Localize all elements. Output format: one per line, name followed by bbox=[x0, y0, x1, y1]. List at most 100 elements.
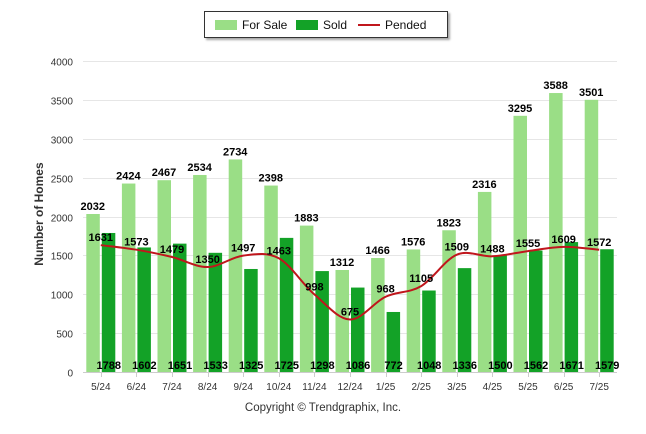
data-label-sold: 1533 bbox=[203, 360, 227, 372]
bar-for-sale bbox=[121, 183, 136, 372]
bar-sold bbox=[244, 268, 258, 372]
bar-for-sale bbox=[477, 191, 492, 372]
bar-sold bbox=[564, 242, 579, 372]
data-label-sold: 1725 bbox=[275, 360, 299, 372]
legend-label-sold: Sold bbox=[323, 18, 348, 32]
y-tick-label: 0 bbox=[67, 369, 73, 380]
data-label-for-sale: 1576 bbox=[401, 236, 425, 248]
bar-sold bbox=[315, 271, 329, 372]
y-tick-label: 500 bbox=[56, 330, 73, 341]
data-label-for-sale: 2316 bbox=[472, 179, 496, 191]
data-label-sold: 1788 bbox=[97, 360, 121, 372]
data-label-sold: 1298 bbox=[310, 360, 334, 372]
data-label-for-sale: 2032 bbox=[81, 201, 105, 213]
bar-for-sale bbox=[584, 99, 599, 373]
legend-label-pended: Pended bbox=[385, 18, 427, 32]
data-label-for-sale: 2734 bbox=[223, 146, 248, 158]
data-label-sold: 1651 bbox=[168, 360, 192, 372]
data-label-for-sale: 2398 bbox=[259, 173, 283, 185]
x-tick-label: 9/24 bbox=[233, 382, 253, 393]
legend-item-sold: Sold bbox=[296, 18, 347, 32]
bar-sold bbox=[422, 290, 436, 372]
legend-swatch-sold bbox=[296, 20, 318, 30]
data-label-pended: 1572 bbox=[587, 237, 611, 249]
x-tick-label: 6/25 bbox=[554, 382, 574, 393]
chart-legend: For Sale Sold Pended bbox=[204, 11, 448, 38]
data-label-pended: 675 bbox=[341, 307, 359, 319]
bar-sold bbox=[493, 255, 507, 372]
bar-sold bbox=[600, 249, 614, 372]
x-tick-label: 1/25 bbox=[376, 382, 396, 393]
y-tick-label: 2000 bbox=[51, 214, 74, 225]
x-tick-label: 5/25 bbox=[518, 382, 538, 393]
data-label-pended: 1609 bbox=[551, 234, 575, 246]
data-label-pended: 1350 bbox=[195, 254, 219, 266]
x-tick-label: 2/25 bbox=[411, 382, 431, 393]
bar-sold bbox=[351, 287, 365, 372]
data-label-for-sale: 2424 bbox=[116, 171, 141, 183]
data-label-sold: 772 bbox=[384, 360, 402, 372]
data-label-sold: 1500 bbox=[488, 360, 512, 372]
data-label-pended: 1105 bbox=[409, 273, 433, 285]
y-tick-label: 2500 bbox=[51, 175, 74, 186]
bar-for-sale bbox=[157, 180, 171, 372]
copyright-credit: Copyright © Trendgraphix, Inc. bbox=[244, 402, 402, 414]
legend-label-for-sale: For Sale bbox=[242, 18, 288, 32]
data-label-for-sale: 2534 bbox=[187, 162, 212, 174]
data-label-for-sale: 1312 bbox=[330, 257, 354, 269]
x-tick-label: 4/25 bbox=[483, 382, 503, 393]
data-label-sold: 1671 bbox=[559, 360, 583, 372]
bar-sold bbox=[386, 311, 401, 372]
bar-sold bbox=[208, 252, 223, 372]
data-label-for-sale: 3501 bbox=[579, 87, 603, 99]
y-tick-label: 3000 bbox=[51, 136, 74, 147]
bar-for-sale bbox=[335, 269, 349, 372]
bar-for-sale bbox=[371, 258, 385, 372]
data-label-pended: 998 bbox=[305, 281, 323, 293]
x-tick-label: 3/25 bbox=[447, 382, 467, 393]
data-label-sold: 1562 bbox=[524, 360, 548, 372]
x-tick-label: 8/24 bbox=[198, 382, 218, 393]
legend-item-pended: Pended bbox=[358, 18, 426, 32]
y-tick-label: 3500 bbox=[51, 97, 74, 108]
data-label-for-sale: 1883 bbox=[294, 213, 318, 225]
y-axis-title: Number of Homes bbox=[32, 162, 46, 266]
data-label-pended: 1631 bbox=[89, 232, 113, 244]
data-label-for-sale: 1466 bbox=[365, 245, 389, 257]
bar-sold bbox=[279, 237, 294, 372]
y-tick-label: 1500 bbox=[51, 252, 74, 263]
x-tick-label: 6/24 bbox=[127, 382, 147, 393]
data-label-pended: 1497 bbox=[231, 243, 255, 255]
data-label-pended: 1463 bbox=[267, 245, 291, 257]
data-label-pended: 1488 bbox=[480, 243, 504, 255]
x-tick-label: 7/25 bbox=[589, 382, 609, 393]
bar-sold bbox=[457, 268, 472, 372]
bar-for-sale bbox=[549, 93, 563, 373]
data-label-for-sale: 1823 bbox=[437, 217, 461, 229]
data-label-sold: 1325 bbox=[239, 360, 263, 372]
data-label-pended: 1555 bbox=[516, 238, 540, 250]
bar-sold bbox=[173, 243, 187, 372]
bar-for-sale bbox=[406, 249, 421, 372]
data-label-sold: 1086 bbox=[346, 360, 370, 372]
bar-for-sale bbox=[299, 225, 314, 372]
bar-for-sale bbox=[228, 159, 243, 372]
data-label-for-sale: 3295 bbox=[508, 103, 532, 115]
data-label-sold: 1048 bbox=[417, 360, 441, 372]
bar-sold bbox=[529, 250, 543, 372]
bar-sold bbox=[137, 247, 151, 372]
x-tick-label: 10/24 bbox=[266, 382, 291, 393]
y-tick-label: 4000 bbox=[51, 58, 74, 69]
legend-item-for-sale: For Sale bbox=[215, 18, 287, 32]
x-tick-label: 7/24 bbox=[162, 382, 182, 393]
data-label-for-sale: 2467 bbox=[152, 167, 176, 179]
x-tick-label: 5/24 bbox=[91, 382, 111, 393]
legend-swatch-for-sale bbox=[215, 20, 237, 30]
bar-for-sale bbox=[264, 185, 278, 372]
bar-for-sale bbox=[442, 230, 456, 372]
data-label-pended: 1509 bbox=[445, 242, 469, 254]
data-label-pended: 1573 bbox=[124, 237, 148, 249]
bar-for-sale bbox=[513, 115, 527, 372]
bar-for-sale bbox=[193, 174, 207, 372]
